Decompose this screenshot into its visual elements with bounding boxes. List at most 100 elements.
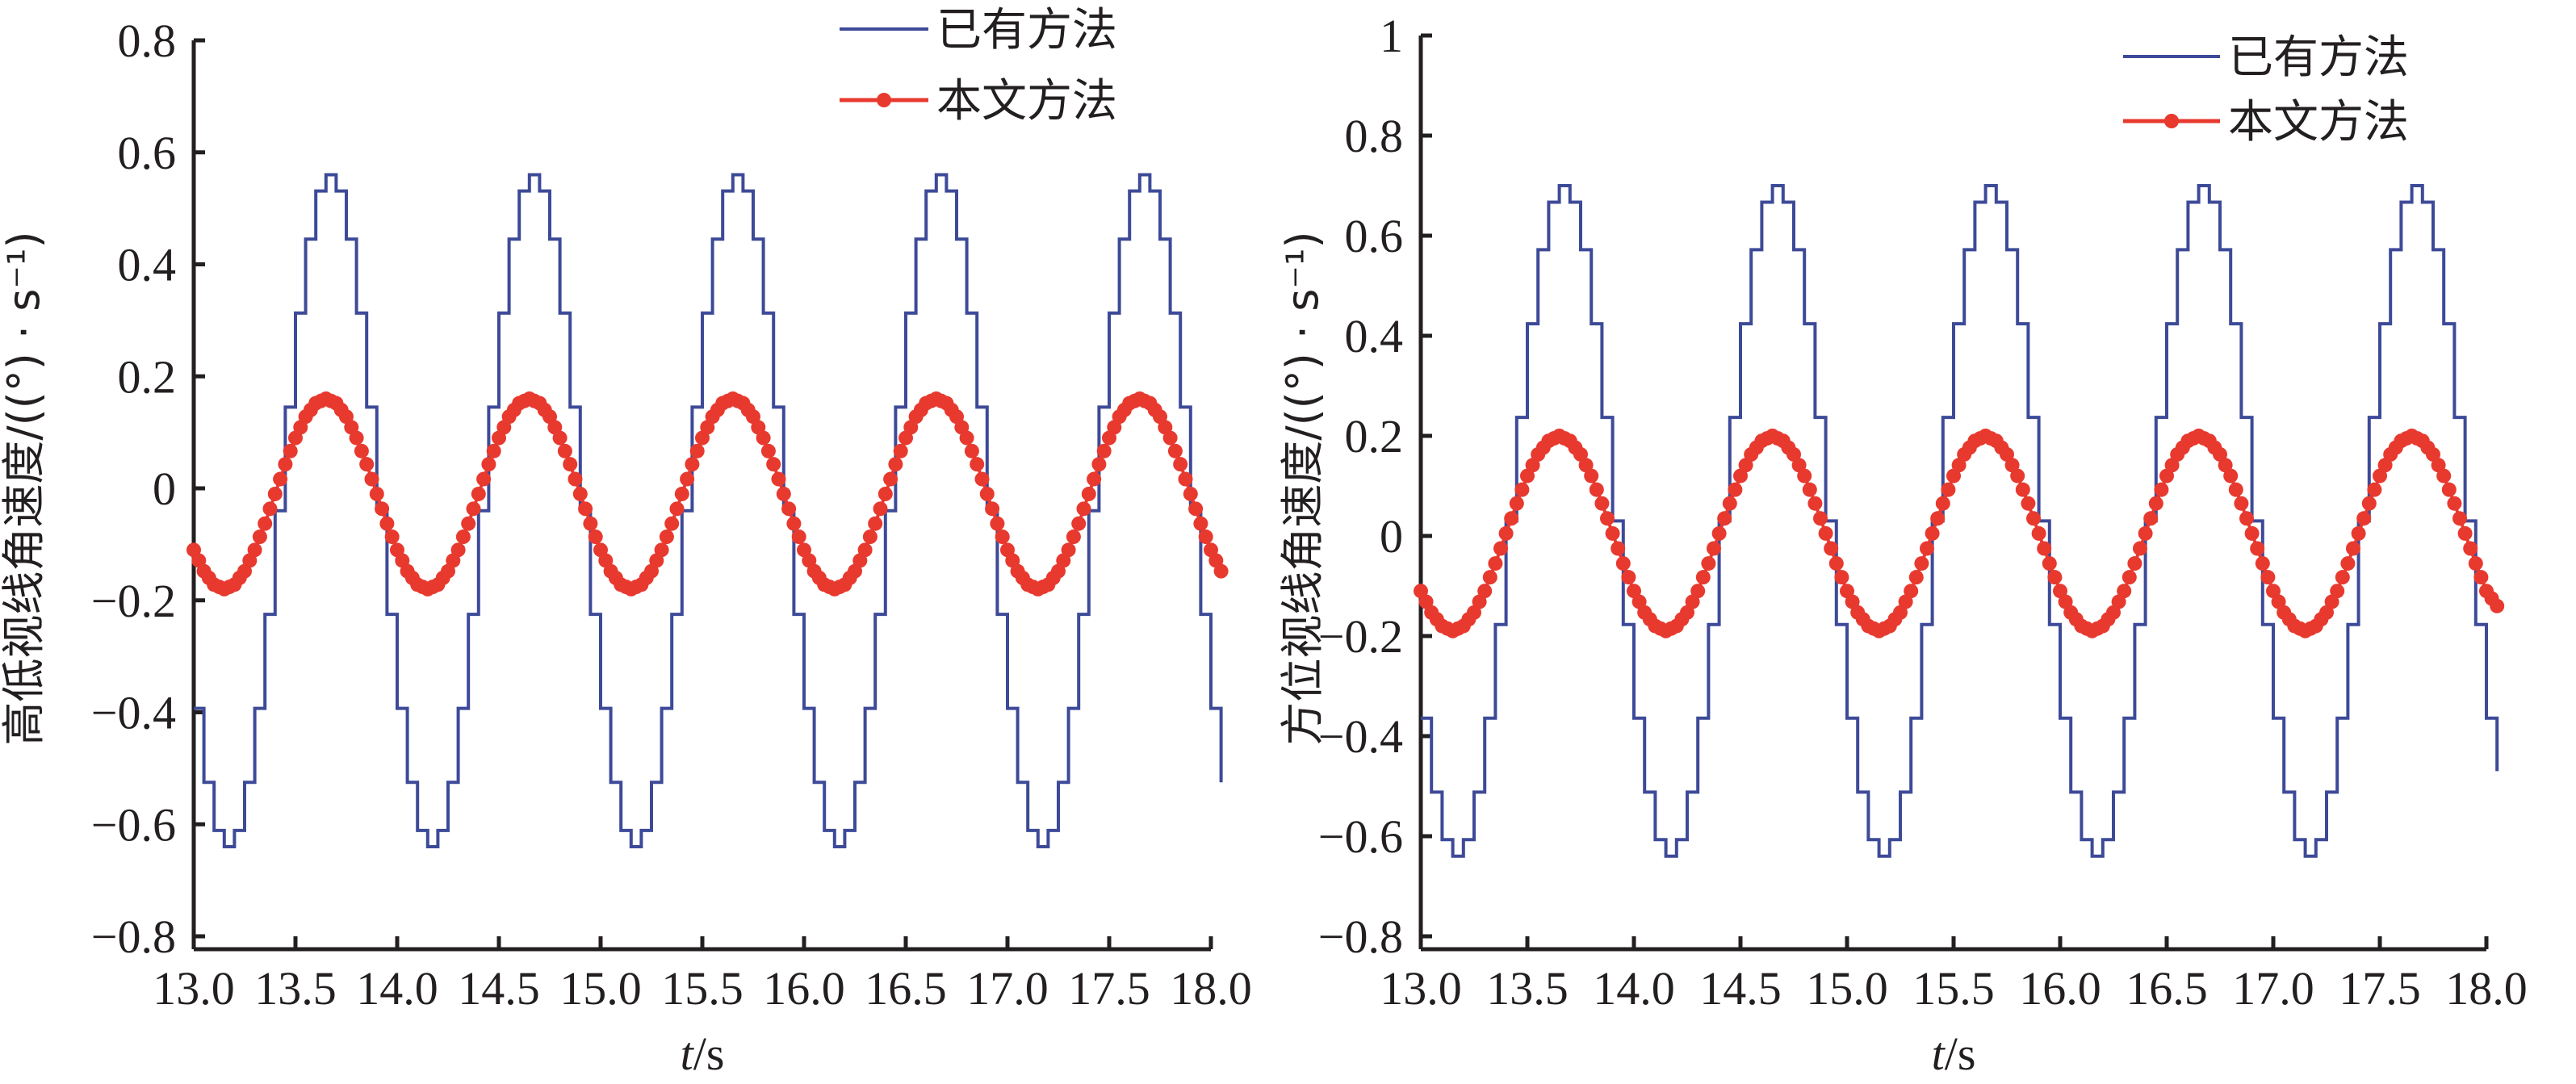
y-tick-label: −0.6 xyxy=(1318,810,1403,863)
series-proposed-point xyxy=(654,542,669,558)
series-proposed-point xyxy=(1498,525,1514,541)
y-tick-label: 0 xyxy=(153,462,176,515)
y-tick-label: 0.8 xyxy=(1345,110,1404,162)
series-proposed-point xyxy=(2042,556,2057,571)
series-proposed-point xyxy=(756,430,771,446)
series-proposed-point xyxy=(262,501,278,517)
series-proposed-point xyxy=(970,457,985,472)
series-proposed-point xyxy=(2255,556,2270,571)
y-tick-label: 0.4 xyxy=(1345,310,1404,362)
x-tick-label: 13.0 xyxy=(1380,962,1462,1015)
series-proposed-point xyxy=(1893,605,1908,620)
series-proposed-point xyxy=(1807,496,1823,511)
series-proposed-point xyxy=(1680,605,1694,620)
series-proposed-point xyxy=(771,471,786,487)
series-proposed-point xyxy=(1482,570,1497,585)
series-proposed-point xyxy=(766,457,781,472)
series-proposed-point xyxy=(888,457,903,472)
series-proposed-point xyxy=(481,457,496,472)
series-proposed-point xyxy=(2218,458,2233,473)
legend-marker-proposed xyxy=(877,93,891,107)
series-proposed-point xyxy=(2122,570,2137,585)
series-proposed-point xyxy=(1695,570,1711,585)
series-proposed-point xyxy=(1631,594,1647,609)
series-proposed-point xyxy=(1589,482,1604,497)
series-proposed-point xyxy=(2367,482,2382,497)
series-proposed-point xyxy=(985,501,1000,517)
series-proposed-point xyxy=(1733,468,1748,483)
series-proposed-point xyxy=(2004,458,2020,473)
series-proposed-point xyxy=(2361,496,2377,511)
series-proposed-point xyxy=(685,457,700,472)
series-proposed-point xyxy=(252,529,267,545)
series-proposed-point xyxy=(1925,525,1940,541)
series-proposed-point xyxy=(786,516,802,531)
y-tick-label: −0.2 xyxy=(1318,610,1403,663)
series-proposed-point xyxy=(2436,468,2452,483)
series-proposed-point xyxy=(964,443,979,458)
y-tick-label: 0.2 xyxy=(1345,410,1404,462)
series-proposed-point xyxy=(486,443,501,458)
series-proposed-point xyxy=(1488,556,1503,571)
series-proposed-point xyxy=(1183,486,1198,501)
legend-marker-proposed xyxy=(2164,114,2179,128)
series-proposed-point xyxy=(862,529,878,545)
series-proposed-point xyxy=(1504,511,1519,526)
series-proposed-point xyxy=(1685,594,1700,609)
x-axis-label-var: t xyxy=(681,1027,695,1080)
series-proposed-point xyxy=(2026,511,2041,526)
series-proposed-point xyxy=(2000,446,2014,462)
series-proposed-point xyxy=(873,501,888,517)
series-proposed-point xyxy=(2117,584,2132,599)
series-proposed-point xyxy=(568,471,583,487)
series-proposed-point xyxy=(384,529,400,545)
series-proposed-point xyxy=(476,471,492,487)
series-proposed-point xyxy=(1193,516,1208,531)
legend-label-proposed: 本文方法 xyxy=(2228,96,2409,149)
series-proposed-point xyxy=(1802,482,1817,497)
series-proposed-point xyxy=(267,486,283,501)
x-tick-label: 17.0 xyxy=(2232,962,2314,1015)
series-proposed-point xyxy=(1584,468,1599,483)
series-proposed-point xyxy=(1605,525,1620,541)
series-proposed-point xyxy=(578,501,593,517)
y-tick-label: 0.6 xyxy=(1345,210,1404,262)
series-proposed-point xyxy=(776,486,791,501)
x-tick-label: 14.0 xyxy=(356,962,438,1015)
x-tick-label: 16.0 xyxy=(763,962,845,1015)
x-tick-label: 14.5 xyxy=(458,962,540,1015)
x-tick-label: 17.0 xyxy=(966,962,1049,1015)
series-proposed-point xyxy=(2266,584,2281,599)
series-proposed-point xyxy=(1076,501,1091,517)
series-existing-line xyxy=(194,173,1223,848)
series-proposed-point xyxy=(349,430,364,446)
series-proposed-point xyxy=(2473,570,2489,585)
x-tick-label: 13.5 xyxy=(254,962,337,1015)
series-proposed-point xyxy=(2271,594,2286,609)
series-proposed-point xyxy=(2031,525,2046,541)
series-proposed-point xyxy=(979,486,995,501)
chart-elevation-rate: −0.8 −0.6 −0.4 −0.2 0 0.2 0.4 0.6 0.8 13.0 13.5 14.… xyxy=(0,4,1252,1080)
series-proposed-point xyxy=(1509,496,1524,511)
series-proposed-point xyxy=(461,516,476,531)
series-proposed-point xyxy=(588,529,603,545)
series-proposed-point xyxy=(1627,584,1641,599)
series-proposed-point xyxy=(1728,482,1743,497)
series-proposed-point xyxy=(1946,468,1961,483)
series-proposed-point xyxy=(2058,594,2073,609)
series-proposed-point xyxy=(1414,584,1428,599)
series-proposed-point xyxy=(2356,511,2372,526)
series-proposed-point xyxy=(1213,563,1229,579)
series-proposed-point xyxy=(2159,468,2174,483)
series-proposed-point xyxy=(2457,525,2473,541)
x-tick-label: 16.5 xyxy=(2126,962,2208,1015)
x-tick-label: 17.5 xyxy=(1068,962,1150,1015)
x-tick-label: 16.0 xyxy=(2019,962,2101,1015)
series-proposed-point xyxy=(2319,605,2334,620)
series-proposed-point xyxy=(1813,511,1828,526)
series-proposed-point xyxy=(354,443,369,458)
series-proposed-point xyxy=(2138,525,2153,541)
series-proposed-point xyxy=(1738,458,1753,473)
y-tick-label: 0.8 xyxy=(118,15,177,67)
